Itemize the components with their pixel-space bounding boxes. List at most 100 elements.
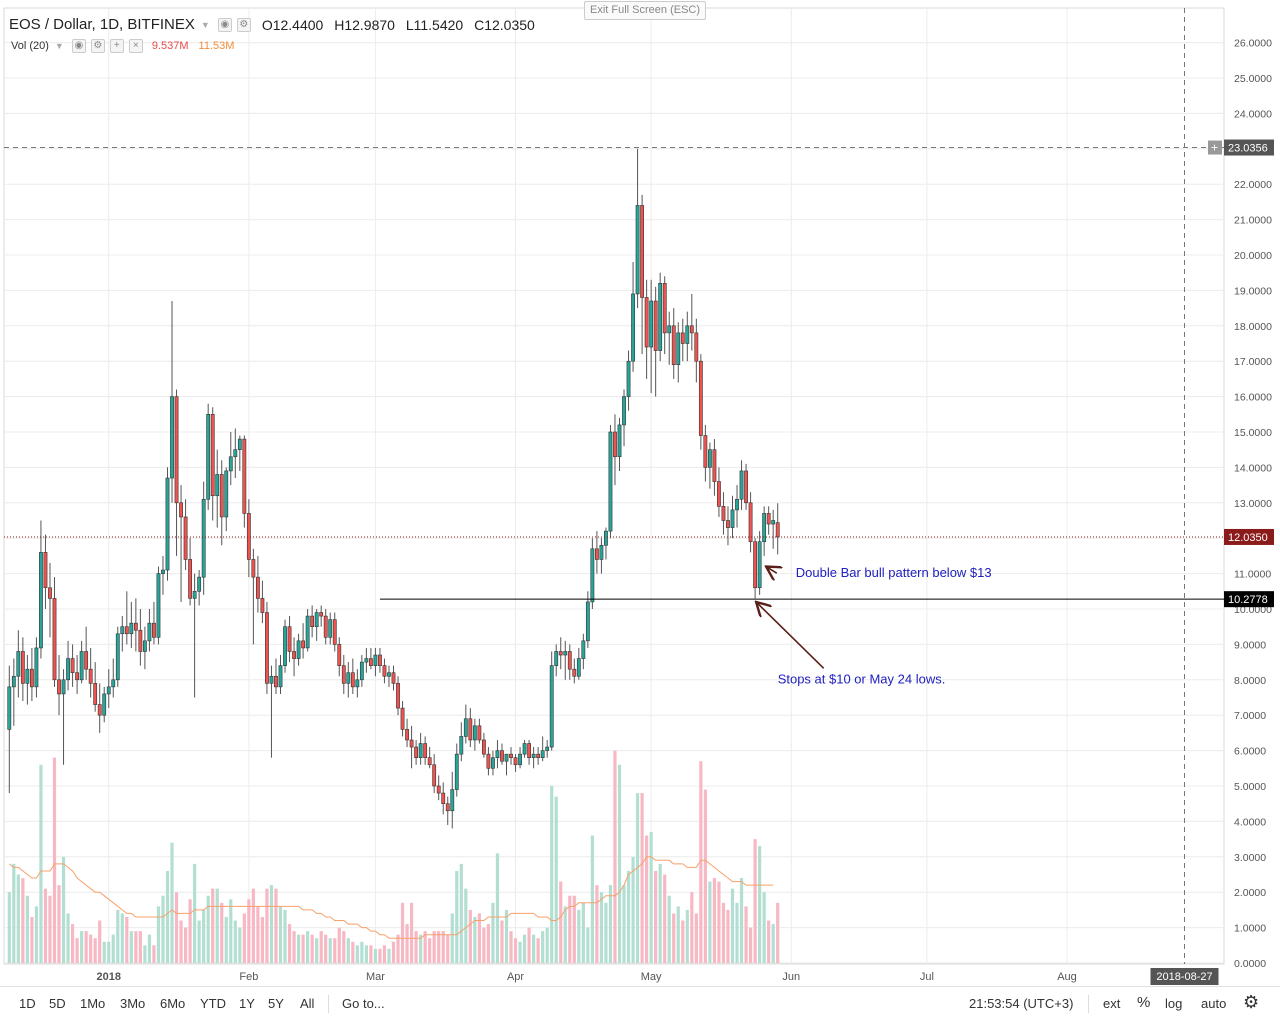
candle-body <box>97 704 102 716</box>
x-tick-label: Mar <box>366 971 385 983</box>
x-tick-label: May <box>641 971 662 983</box>
candle <box>450 771 455 829</box>
range-button-all[interactable]: All <box>300 996 315 1011</box>
candle <box>717 467 721 517</box>
candle <box>251 548 256 645</box>
volume-bar <box>25 895 29 963</box>
candle-body <box>115 633 120 681</box>
candle <box>685 311 690 362</box>
candle <box>409 725 414 769</box>
volume-bar <box>640 793 644 963</box>
volume-bar <box>269 885 274 963</box>
candle-body <box>418 743 423 758</box>
chevron-down-icon[interactable]: ▼ <box>200 19 210 30</box>
range-button-1d[interactable]: 1D <box>19 996 36 1011</box>
candle-body <box>102 693 107 716</box>
percent-toggle[interactable]: % <box>1137 994 1151 1011</box>
candle-body <box>378 654 382 666</box>
volume-bar <box>712 878 717 963</box>
price-label: 12.0350 <box>1224 528 1274 545</box>
candle-body <box>25 668 30 684</box>
range-button-6mo[interactable]: 6Mo <box>160 996 186 1011</box>
candle-body <box>34 647 39 688</box>
ext-toggle[interactable]: ext <box>1103 996 1121 1011</box>
gear-icon[interactable]: ⚙ <box>1243 992 1260 1012</box>
volume-bar <box>287 924 292 963</box>
candle <box>292 637 296 677</box>
volume-bar <box>129 931 133 963</box>
candle-body <box>192 590 197 599</box>
volume-bar <box>550 786 554 963</box>
goto-button[interactable]: Go to... <box>342 996 385 1011</box>
range-button-1mo[interactable]: 1Mo <box>80 996 106 1011</box>
candle-body <box>224 470 229 518</box>
plus-icon[interactable]: + <box>109 39 124 53</box>
candle <box>224 467 229 532</box>
candle-body <box>500 750 504 762</box>
price-label: +23.0356 <box>1208 139 1274 156</box>
volume-bar <box>617 764 622 963</box>
range-button-5y[interactable]: 5Y <box>268 996 284 1011</box>
candle <box>79 640 84 684</box>
candle-body <box>237 438 242 450</box>
ohlc-values: O12.4400 H12.9870 L11.5420 C12.0350 <box>262 17 542 33</box>
gear-icon[interactable]: ⚙ <box>236 17 251 32</box>
candle-body <box>707 449 712 468</box>
candle-body <box>459 736 464 755</box>
candle-body <box>581 640 586 659</box>
auto-toggle[interactable]: auto <box>1201 996 1227 1011</box>
candle <box>590 538 595 609</box>
candle <box>748 492 753 553</box>
candle-body <box>346 672 351 684</box>
candle-body <box>409 739 414 748</box>
range-button-5d[interactable]: 5D <box>49 996 66 1011</box>
volume-indicator-title[interactable]: Vol (20) <box>11 40 49 52</box>
volume-bar <box>581 902 585 963</box>
close-icon[interactable]: × <box>128 39 143 53</box>
candle-body <box>228 456 233 472</box>
candle-body <box>314 612 319 627</box>
candle-body <box>43 552 48 589</box>
candle <box>730 495 735 539</box>
candle-body <box>653 300 658 351</box>
candle-body <box>635 205 640 295</box>
range-button-1y[interactable]: 1Y <box>239 996 255 1011</box>
volume-bar <box>328 938 332 963</box>
volume-bar <box>93 938 97 963</box>
volume-bar <box>721 902 726 963</box>
candle-body <box>391 672 396 684</box>
volume-bar <box>333 938 337 963</box>
candle <box>594 531 599 574</box>
candle-body <box>491 757 495 769</box>
candle <box>658 272 663 362</box>
y-axis[interactable]: 0.0000 1.0000 2.0000 3.0000 4.0000 5.0000 6.00… <box>1208 38 1274 970</box>
candle-body <box>93 683 98 705</box>
candle <box>328 612 333 645</box>
candle-body <box>278 665 283 688</box>
annotations: Double Bar bull pattern below $13 Stops a… <box>756 565 992 686</box>
eye-icon[interactable]: ◉ <box>71 39 86 53</box>
log-toggle[interactable]: log <box>1165 996 1183 1011</box>
candle-body <box>20 651 25 684</box>
volume-bar <box>694 913 698 963</box>
volume-bar <box>147 934 152 963</box>
x-axis[interactable]: 2018 Feb Mar Apr May Jun Jul Aug 2018-08-27 <box>96 968 1219 985</box>
exit-fullscreen-button[interactable]: Exit Full Screen (ESC) <box>584 1 706 20</box>
grid <box>3 7 1225 965</box>
volume-bar <box>211 888 215 963</box>
y-tick-label: 24.0000 <box>1234 108 1272 120</box>
candle-body <box>57 679 61 695</box>
volume-bar <box>197 920 201 963</box>
candle-body <box>61 679 66 695</box>
candle <box>301 623 306 659</box>
symbol-title[interactable]: EOS / Dollar, 1D, BITFINEX <box>9 16 195 33</box>
candle <box>43 534 48 609</box>
gear-icon[interactable]: ⚙ <box>90 39 105 53</box>
eye-icon[interactable]: ◉ <box>217 17 232 32</box>
candle-body <box>450 789 455 812</box>
volume-bar <box>396 934 400 963</box>
range-button-3mo[interactable]: 3Mo <box>120 996 146 1011</box>
chevron-down-icon[interactable]: ▼ <box>54 41 64 51</box>
range-button-ytd[interactable]: YTD <box>200 996 226 1011</box>
